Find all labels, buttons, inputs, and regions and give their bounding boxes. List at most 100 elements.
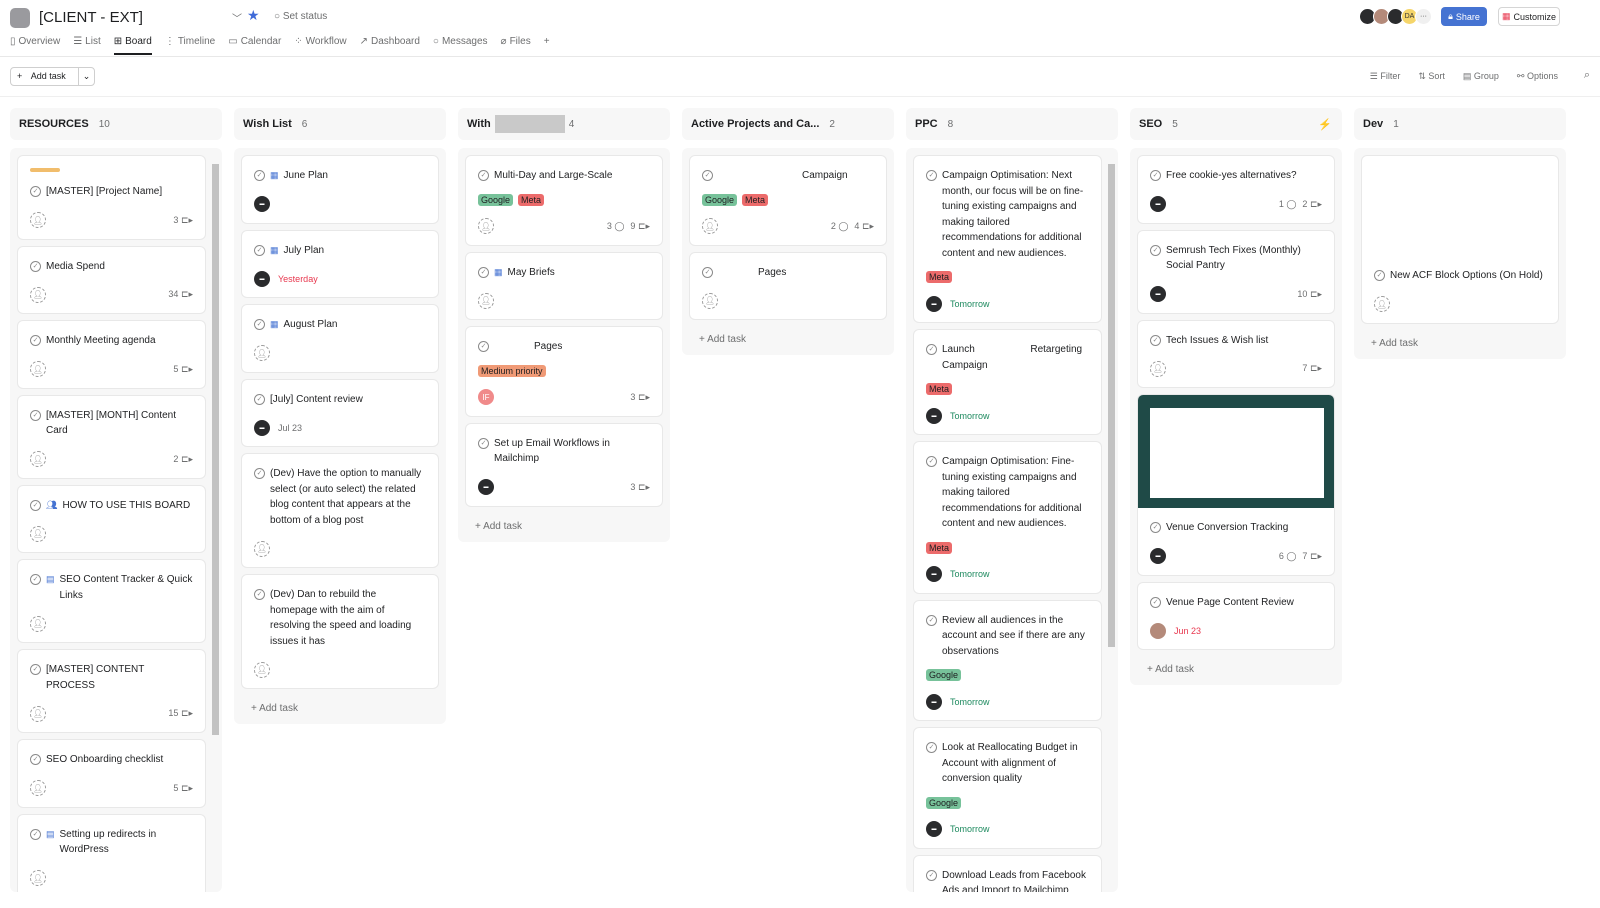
tag-google[interactable]: Google — [926, 796, 962, 809]
task-card[interactable]: ✓ (Dev) Have the option to manually selec… — [241, 453, 439, 568]
star-icon[interactable]: ★ — [247, 7, 260, 23]
column-header[interactable]: SEO 5 ⚡ — [1130, 108, 1342, 140]
check-circle-icon[interactable]: ✓ — [1150, 596, 1161, 608]
unassigned-user-icon[interactable]: 👤︎ — [254, 661, 270, 678]
tag-meta[interactable]: Meta — [926, 541, 953, 554]
assignee-avatar[interactable]: ▬ — [926, 821, 942, 837]
task-card[interactable]: ✓ New ACF Block Options (On Hold) 👤︎ — [1361, 155, 1559, 324]
assignee-avatar[interactable]: ▬ — [254, 419, 270, 436]
assignee-avatar[interactable]: ▬ — [1150, 286, 1166, 302]
task-card[interactable]: ✓ Semrush Tech Fixes (Monthly) Social Pan… — [1137, 229, 1335, 314]
check-circle-icon[interactable]: ✓ — [702, 170, 713, 181]
task-card[interactable]: ✓ Campaign Optimisation: Fine-tuning exis… — [913, 441, 1102, 594]
tag-meta[interactable]: Meta — [742, 193, 769, 206]
task-card[interactable]: ✓ ▤ SEO Content Tracker & Quick Links 👤︎ — [17, 559, 206, 643]
check-circle-icon[interactable]: ✓ — [478, 437, 489, 449]
tab-calendar[interactable]: ▭ Calendar — [228, 36, 281, 55]
assignee-avatar[interactable]: ▬ — [926, 566, 942, 582]
task-card[interactable]: ✓ [MASTER] CONTENT PROCESS 👤︎ 15 ⊏▸ — [17, 649, 206, 733]
check-circle-icon[interactable]: ✓ — [926, 614, 937, 626]
task-card[interactable]: ✓ Multi-Day and Large-Scale Google Meta 👤︎ 3 … — [465, 155, 663, 246]
check-circle-icon[interactable]: ✓ — [30, 828, 41, 840]
assignee-avatar[interactable]: ▬ — [926, 295, 942, 312]
subtask-count[interactable]: 15 ⊏▸ — [168, 708, 193, 719]
check-circle-icon[interactable]: ✓ — [254, 319, 265, 330]
task-card[interactable]: ✓ ▦ May Briefs 👤︎ — [465, 251, 663, 320]
task-card[interactable]: ✓ Campaign Optimisation: Next month, our … — [913, 155, 1102, 323]
assignee-avatar[interactable]: ▬ — [254, 196, 270, 212]
due-date[interactable]: Tomorrow — [950, 696, 990, 707]
check-circle-icon[interactable]: ✓ — [30, 260, 41, 272]
comment-count[interactable]: 2 ◯ — [831, 221, 849, 232]
unassigned-user-icon[interactable]: 👤︎ — [1374, 296, 1390, 312]
check-circle-icon[interactable]: ✓ — [1150, 244, 1161, 256]
check-circle-icon[interactable]: ✓ — [254, 170, 265, 181]
assignee-avatar[interactable]: ▬ — [478, 479, 494, 495]
filter-button[interactable]: ☰ Filter — [1369, 71, 1401, 81]
task-card[interactable]: ✓ Download Leads from Facebook Ads and Im… — [913, 854, 1102, 892]
due-date[interactable]: Tomorrow — [950, 410, 990, 421]
chevron-down-icon[interactable]: ⌄ — [77, 68, 95, 85]
unassigned-user-icon[interactable]: 👤︎ — [30, 286, 46, 303]
check-circle-icon[interactable]: ✓ — [702, 266, 713, 278]
check-circle-icon[interactable]: ✓ — [254, 589, 265, 600]
column-header[interactable]: Wish List 6 — [234, 108, 446, 140]
check-circle-icon[interactable]: ✓ — [254, 468, 265, 479]
subtask-count[interactable]: 7 ⊏▸ — [1302, 551, 1322, 562]
subtask-count[interactable]: 4 ⊏▸ — [854, 221, 874, 232]
task-card[interactable]: ✓ Media Spend 👤︎ 34 ⊏▸ — [17, 245, 206, 314]
task-card[interactable]: ✓ 👥︎ HOW TO USE THIS BOARD 👤︎ — [17, 484, 206, 553]
column-header[interactable]: RESOURCES 10 — [10, 108, 222, 140]
due-date[interactable]: Tomorrow — [950, 298, 990, 309]
scrollbar[interactable] — [212, 156, 219, 888]
subtask-count[interactable]: 2 ⊏▸ — [1302, 199, 1322, 210]
subtask-count[interactable]: 5 ⊏▸ — [173, 783, 193, 794]
group-button[interactable]: ▤ Group — [1462, 71, 1499, 81]
check-circle-icon[interactable]: ✓ — [254, 393, 265, 405]
tab-board[interactable]: ⊞ Board — [113, 36, 152, 55]
check-circle-icon[interactable]: ✓ — [1150, 522, 1161, 533]
task-card[interactable]: ✓ Tech Issues & Wish list 👤︎ 7 ⊏▸ — [1137, 319, 1335, 388]
scrollbar-thumb[interactable] — [1108, 164, 1115, 648]
tag-meta[interactable]: Meta — [926, 271, 953, 283]
tag-meta[interactable]: Meta — [518, 193, 545, 206]
assignee-avatar[interactable]: ▬ — [926, 693, 942, 710]
add-task-button[interactable]: + Add task — [1371, 337, 1418, 349]
task-card[interactable]: ✓ Venue Conversion Tracking ▬ 6 ◯ 7 ⊏▸ — [1137, 394, 1335, 576]
comment-count[interactable]: 3 ◯ — [607, 221, 625, 232]
task-card[interactable]: ✓ Look at Reallocating Budget in Account … — [913, 727, 1102, 849]
comment-count[interactable]: 1 ◯ — [1279, 199, 1297, 210]
share-button[interactable]: 🔒︎ Share — [1441, 7, 1487, 26]
member-avatars[interactable]: DA ··· — [1359, 8, 1432, 25]
unassigned-user-icon[interactable]: 👤︎ — [254, 345, 270, 361]
add-tab-button[interactable]: + — [543, 36, 550, 47]
due-date[interactable]: Jun 23 — [1174, 625, 1202, 636]
tab-workflow[interactable]: ⁘ Workflow — [294, 36, 346, 55]
check-circle-icon[interactable]: ✓ — [30, 409, 41, 421]
tag-google[interactable]: Google — [926, 669, 962, 681]
tag-google[interactable]: Google — [702, 193, 738, 206]
task-card[interactable]: ✓ [MASTER] [Project Name] 👤︎ 3 ⊏▸ — [17, 155, 206, 240]
unassigned-user-icon[interactable]: 👤︎ — [254, 540, 270, 557]
check-circle-icon[interactable]: ✓ — [926, 869, 937, 881]
assignee-avatar[interactable]: ▬ — [1150, 548, 1166, 564]
unassigned-user-icon[interactable]: 👤︎ — [30, 212, 46, 228]
unassigned-user-icon[interactable]: 👤︎ — [1150, 360, 1166, 377]
tag-medium-priority[interactable]: Medium priority — [478, 364, 546, 377]
subtask-count[interactable]: 10 ⊏▸ — [1297, 289, 1322, 300]
subtask-count[interactable]: 7 ⊏▸ — [1302, 363, 1322, 374]
task-card[interactable]: ✓ ▤ Setting up redirects in WordPress 👤︎ — [17, 813, 206, 892]
task-card[interactable]: ✓ [July] Content review ▬ Jul 23 — [241, 378, 439, 447]
unassigned-user-icon[interactable]: 👤︎ — [30, 615, 46, 632]
set-status-button[interactable]: ○ Set status — [274, 11, 328, 22]
task-card[interactable]: ✓ Pages 👤︎ — [689, 251, 887, 320]
tab-messages[interactable]: ○ Messages — [433, 36, 488, 55]
tab-list[interactable]: ☰ List — [73, 36, 101, 55]
check-circle-icon[interactable]: ✓ — [1150, 334, 1161, 346]
tag-google[interactable]: Google — [478, 193, 514, 206]
options-button[interactable]: ⚯ Options — [1516, 71, 1558, 81]
task-card[interactable]: ✓ Review all audiences in the account and… — [913, 599, 1102, 721]
unassigned-user-icon[interactable]: 👤︎ — [30, 870, 46, 886]
task-card[interactable]: ✓ Set up Email Workflows in Mailchimp ▬ 3 ⊏… — [465, 422, 663, 507]
assignee-avatar[interactable]: ▬ — [254, 270, 270, 287]
